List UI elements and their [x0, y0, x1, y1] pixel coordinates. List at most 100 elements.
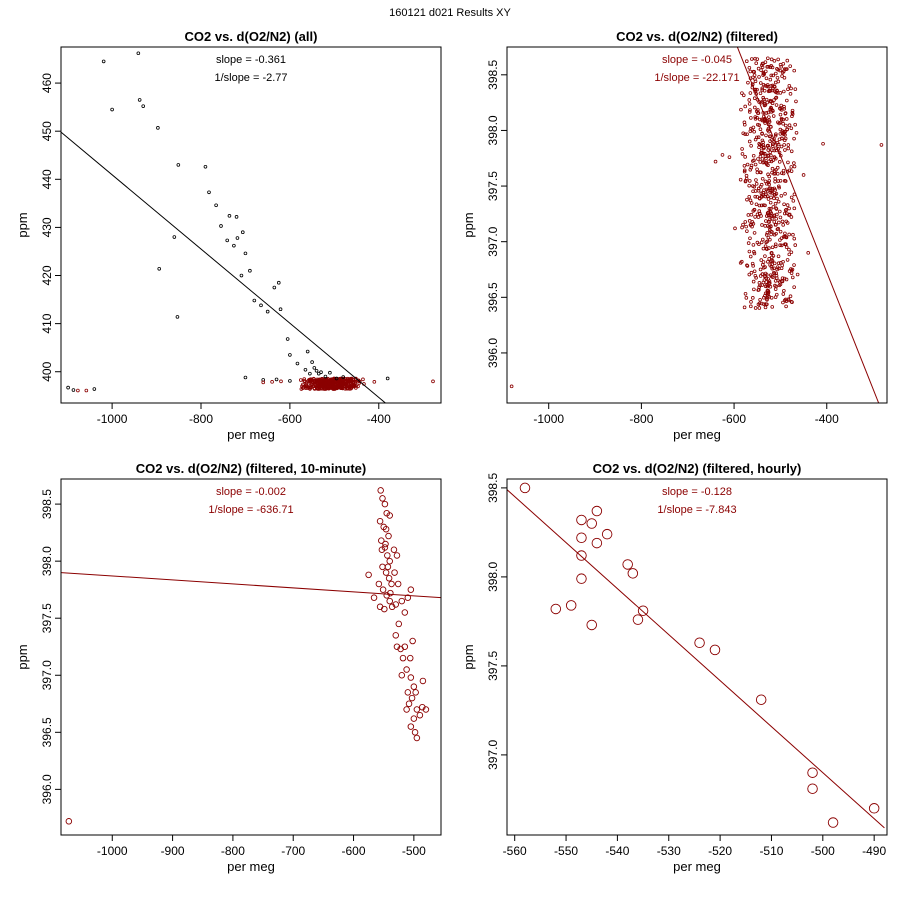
data-point	[747, 183, 751, 188]
data-point	[393, 552, 401, 559]
data-point	[757, 301, 762, 306]
data-point	[750, 128, 754, 132]
data-point	[347, 377, 352, 382]
data-point	[401, 643, 409, 650]
data-point	[782, 179, 787, 183]
data-point	[785, 221, 790, 225]
data-point	[741, 93, 746, 98]
data-point	[745, 264, 750, 268]
data-point	[401, 609, 409, 616]
data-point	[744, 173, 749, 178]
data-point	[755, 87, 759, 92]
data-point	[775, 196, 779, 201]
x-axis-label: per meg	[227, 427, 275, 442]
data-point	[720, 153, 725, 157]
data-point	[756, 135, 761, 140]
x-tick-label: -550	[554, 844, 578, 858]
data-point	[746, 213, 751, 217]
data-point	[755, 167, 759, 172]
data-point	[776, 254, 781, 259]
data-point	[758, 196, 762, 201]
data-point	[772, 270, 776, 275]
data-point	[350, 382, 355, 387]
data-point	[778, 112, 783, 117]
data-point	[751, 153, 756, 158]
data-point	[751, 243, 756, 247]
data-point	[279, 379, 283, 384]
data-point	[749, 304, 753, 309]
data-point	[806, 251, 811, 255]
data-point	[790, 112, 795, 116]
data-point	[770, 262, 774, 267]
data-point	[766, 259, 770, 264]
data-point	[227, 214, 232, 218]
data-point	[770, 144, 775, 148]
data-point	[782, 104, 786, 109]
data-point	[776, 79, 781, 84]
data-point	[770, 217, 774, 221]
data-point	[778, 91, 783, 95]
data-point	[801, 173, 806, 177]
x-axis-label: per meg	[673, 859, 721, 874]
data-point	[756, 215, 761, 219]
data-point	[761, 265, 766, 270]
y-tick-label: 398.5	[40, 489, 54, 519]
x-tick-label: -900	[161, 844, 185, 858]
data-point	[788, 294, 793, 299]
data-point	[793, 243, 798, 247]
data-point	[156, 126, 160, 130]
data-point	[757, 123, 762, 127]
data-point	[770, 187, 775, 191]
data-point	[783, 136, 788, 141]
data-point	[786, 87, 790, 92]
data-point	[239, 273, 244, 278]
data-point	[778, 62, 783, 67]
data-point	[308, 371, 312, 376]
data-point	[789, 267, 793, 271]
data-point	[300, 384, 304, 388]
data-point	[751, 221, 756, 226]
data-point	[591, 537, 603, 549]
data-point	[774, 71, 778, 76]
data-point	[749, 116, 753, 120]
data-point	[748, 108, 752, 112]
data-point	[586, 619, 597, 631]
data-point	[792, 285, 796, 289]
y-tick-label: 398.0	[486, 115, 500, 145]
data-point	[792, 136, 796, 141]
data-point	[760, 237, 765, 242]
data-point	[219, 224, 223, 228]
data-point	[344, 378, 348, 383]
data-point	[774, 207, 779, 211]
data-point	[779, 243, 784, 248]
data-point	[781, 223, 785, 227]
data-point	[772, 84, 777, 89]
data-point	[868, 803, 880, 814]
data-point	[773, 176, 777, 181]
data-point	[788, 64, 793, 68]
data-point	[779, 136, 784, 141]
data-point	[787, 247, 791, 252]
data-point	[743, 291, 748, 296]
plot-frame	[60, 478, 442, 836]
data-point	[768, 134, 773, 139]
data-point	[765, 288, 770, 293]
data-point	[770, 230, 774, 234]
data-point	[773, 279, 778, 283]
data-point	[392, 632, 400, 639]
data-point	[749, 300, 753, 304]
data-point	[409, 637, 416, 645]
data-point	[784, 242, 788, 247]
data-point	[787, 252, 792, 257]
data-point	[779, 193, 784, 198]
data-point	[382, 540, 389, 548]
data-point	[792, 68, 797, 73]
data-point	[753, 189, 758, 193]
data-point	[754, 109, 759, 114]
data-point	[755, 115, 759, 120]
data-point	[326, 381, 331, 385]
data-point	[141, 104, 146, 108]
data-point	[758, 297, 762, 302]
data-point	[751, 279, 756, 284]
data-point	[786, 160, 790, 165]
